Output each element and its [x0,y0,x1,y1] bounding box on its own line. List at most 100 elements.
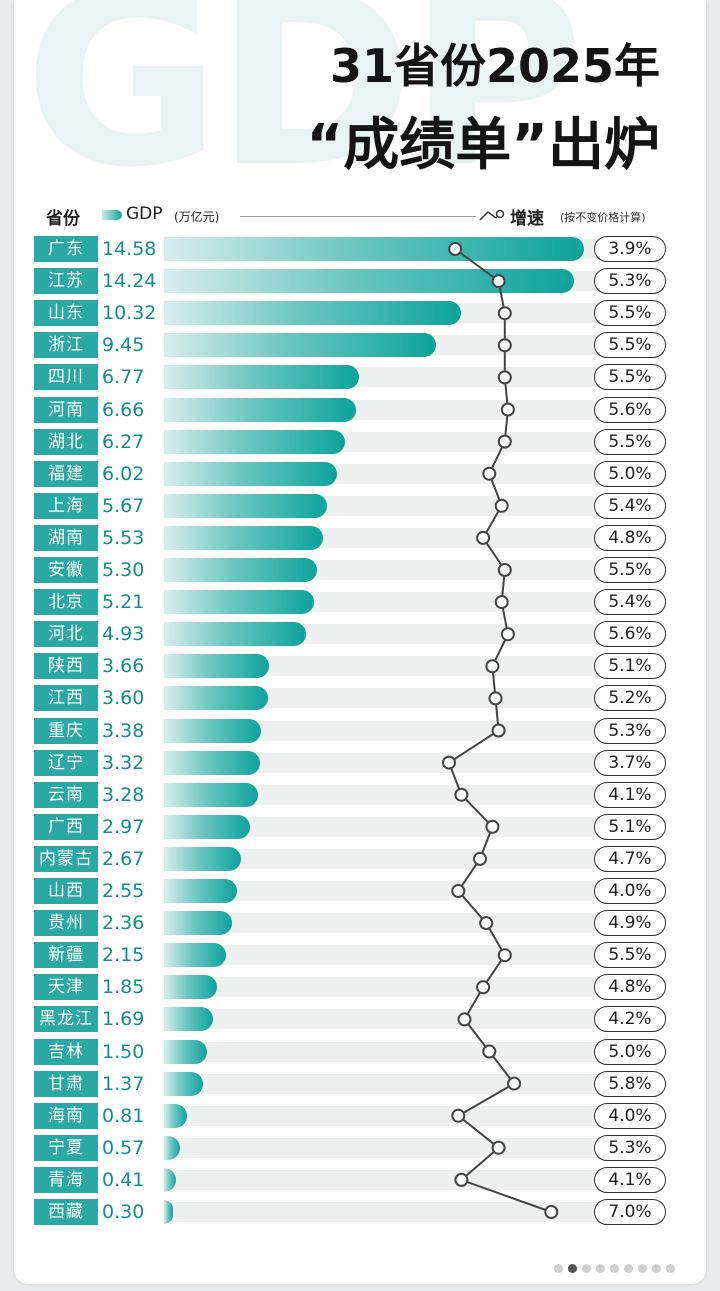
table-row: 北京 5.21 5.4% [34,589,668,616]
growth-point [491,274,506,289]
gdp-value-label: 0.81 [102,1104,145,1127]
page-dot[interactable] [596,1264,605,1273]
province-label: 云南 [34,781,98,808]
bar-track [164,1073,600,1094]
table-row: 云南 3.28 4.1% [34,781,668,808]
page-dot[interactable] [624,1264,633,1273]
gdp-value-label: 3.38 [102,719,145,742]
gdp-bar [164,1167,176,1192]
province-label: 天津 [34,974,98,1001]
page-dot[interactable] [610,1264,619,1273]
table-row: 海南 0.81 4.0% [34,1102,668,1129]
gdp-value-label: 9.45 [102,334,145,357]
gdp-value-label: 3.32 [102,751,145,774]
growth-value-label: 4.2% [594,1006,666,1033]
page-dot[interactable] [568,1264,577,1273]
province-label: 福建 [34,460,98,487]
province-label: 湖南 [34,524,98,551]
table-row: 浙江 9.45 5.5% [34,332,668,359]
growth-value-label: 5.5% [594,557,666,583]
gdp-value-label: 10.32 [102,302,157,325]
province-label: 宁夏 [34,1134,98,1161]
gdp-value-label: 5.67 [102,494,145,517]
background-watermark: GDP [24,0,584,220]
gdp-value-label: 0.30 [102,1201,145,1223]
table-row: 天津 1.85 4.8% [34,974,668,1001]
gdp-legend-label: GDP [126,204,163,224]
page-dot[interactable] [554,1264,563,1273]
growth-point [451,884,466,898]
growth-point [454,1172,469,1187]
gdp-bar [164,525,324,550]
growth-point [479,916,494,931]
gdp-bar [164,365,360,390]
page-dot[interactable] [638,1264,647,1273]
table-row: 广东 14.58 3.9% [34,236,668,262]
table-row: 重庆 3.38 5.3% [34,717,668,744]
gdp-value-label: 2.97 [102,815,145,838]
growth-value-label: 5.0% [594,460,666,487]
title-line-2: “成绩单”出炉 [306,113,660,178]
growth-value-label: 4.8% [594,974,666,1001]
growth-value-label: 5.4% [594,589,666,616]
gdp-bar [164,846,241,871]
table-row: 新疆 2.15 5.5% [34,942,668,969]
growth-point [491,1140,506,1155]
province-label: 江西 [34,685,98,712]
gdp-value-label: 0.57 [102,1136,145,1159]
growth-point [497,434,512,449]
growth-point [544,1205,559,1219]
gdp-value-label: 1.69 [102,1008,145,1031]
growth-point [500,402,515,417]
gdp-bar [164,622,307,647]
gdp-bar [164,943,226,968]
gdp-bar [164,461,338,486]
gdp-bar [164,429,345,454]
gdp-bar [164,333,437,358]
table-row: 西藏 0.30 7.0% [34,1199,668,1225]
gdp-bar [164,558,317,582]
bar-track [164,752,600,773]
gdp-bar [164,1007,213,1032]
gdp-value-label: 5.53 [102,526,145,549]
province-label: 山西 [34,878,98,904]
gdp-bar [164,718,262,743]
growth-value-label: 4.1% [594,781,666,808]
gdp-bar [164,237,584,261]
province-label: 重庆 [34,717,98,744]
province-column-label: 省份 [46,209,80,229]
growth-value-label: 4.1% [594,1166,666,1193]
growth-note: (按不变价格计算) [560,211,646,224]
gdp-unit-label: (万亿元) [174,210,220,224]
gdp-value-label: 6.66 [102,398,145,421]
table-row: 河南 6.66 5.6% [34,396,668,423]
gdp-bar [164,911,232,936]
gdp-value-label: 2.67 [102,847,145,870]
province-label: 辽宁 [34,749,98,776]
gdp-bar [164,1103,188,1128]
growth-line-icon [479,209,505,221]
growth-point [507,1076,522,1091]
growth-point [494,498,509,513]
growth-value-label: 5.6% [594,396,666,423]
table-row: 陕西 3.66 5.1% [34,653,668,680]
province-label: 浙江 [34,332,98,359]
table-row: 四川 6.77 5.5% [34,364,668,391]
province-label: 河南 [34,396,98,423]
gdp-bar [164,269,575,294]
growth-value-label: 5.1% [594,653,666,680]
growth-point [485,659,500,674]
gdp-value-label: 6.02 [102,462,145,485]
growth-value-label: 5.1% [594,813,666,840]
bar-track [164,848,600,869]
gdp-bar [164,1135,181,1160]
growth-point [494,595,509,610]
page-dot[interactable] [652,1264,661,1273]
province-label: 西藏 [34,1199,98,1225]
page-dot[interactable] [666,1264,675,1273]
gdp-value-label: 1.85 [102,976,145,999]
province-label: 山东 [34,300,98,327]
page-dot[interactable] [582,1264,591,1273]
gdp-value-label: 2.15 [102,944,145,967]
growth-legend-label: 增速 [510,209,544,229]
